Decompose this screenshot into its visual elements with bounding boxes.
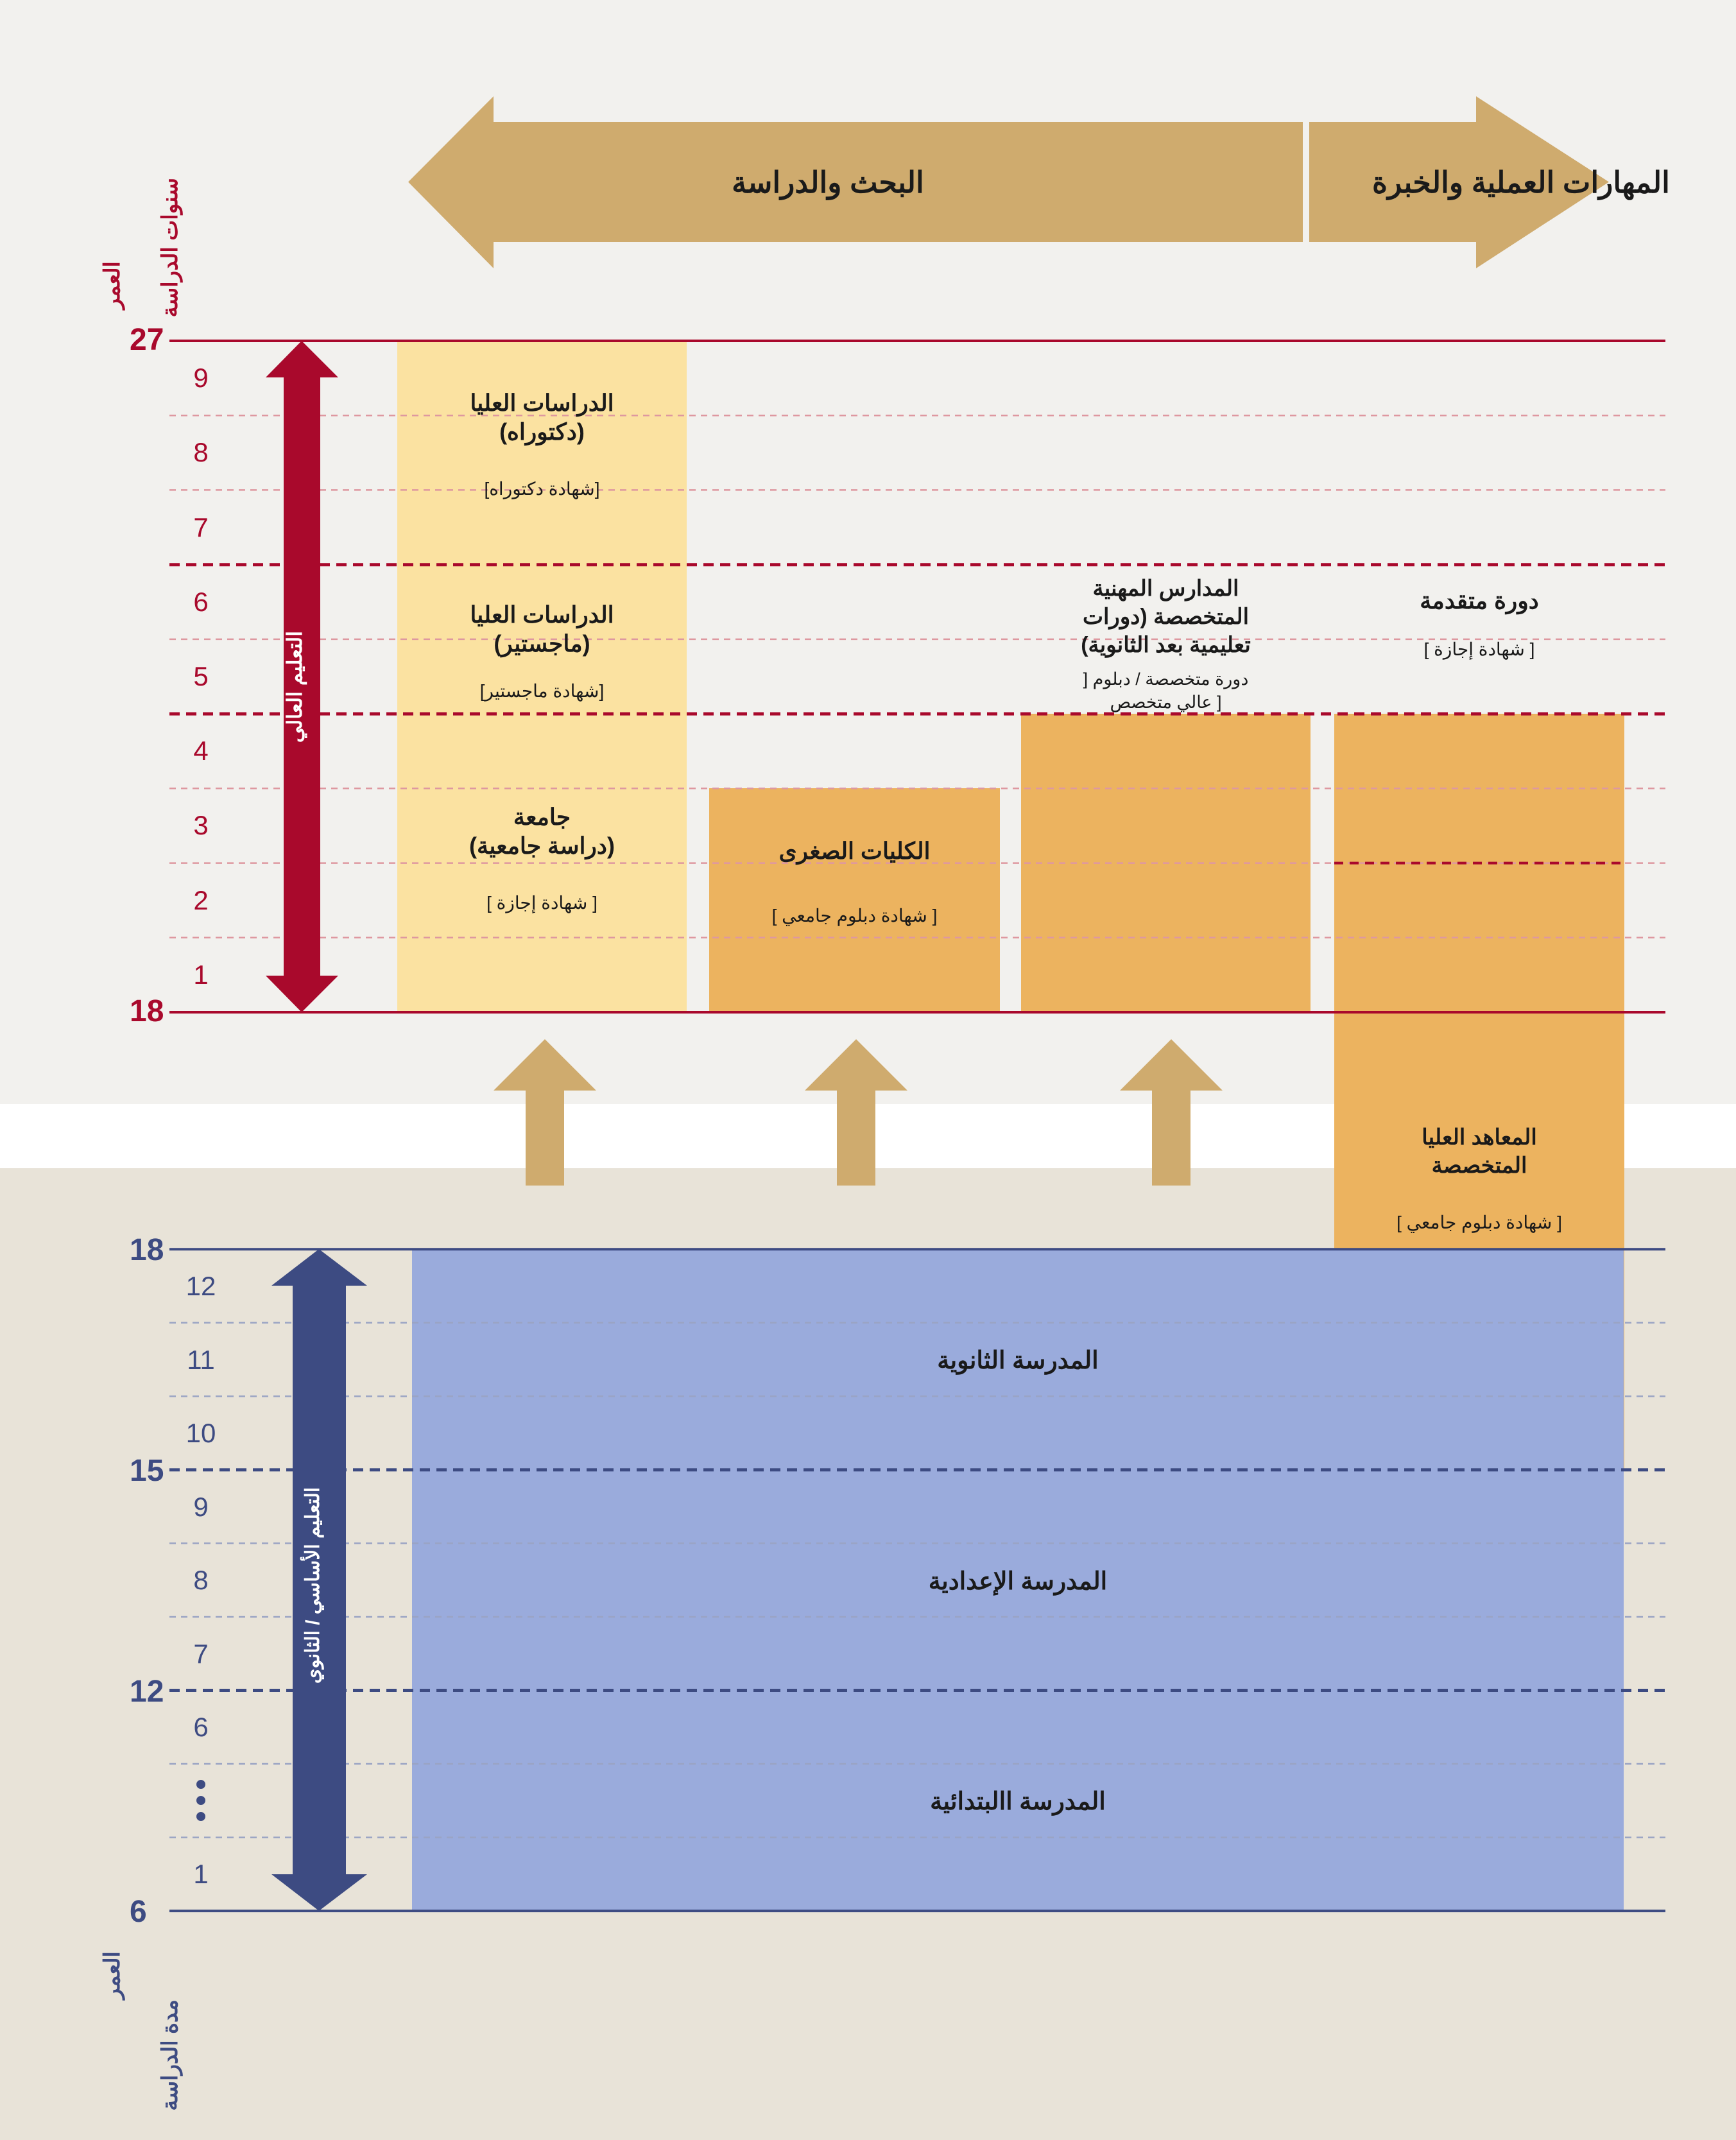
svg-text:1: 1 <box>193 1859 208 1889</box>
svg-text:12: 12 <box>130 1675 164 1709</box>
svg-text:15: 15 <box>130 1454 164 1488</box>
svg-text:7: 7 <box>193 1639 208 1669</box>
svg-text:10: 10 <box>186 1418 216 1448</box>
svg-text:6: 6 <box>130 1895 147 1929</box>
svg-text:8: 8 <box>193 1565 208 1595</box>
svg-text:6: 6 <box>193 1712 208 1742</box>
svg-text:9: 9 <box>193 1492 208 1522</box>
svg-text:18: 18 <box>130 1233 164 1267</box>
svg-text:12: 12 <box>186 1271 216 1301</box>
svg-text:11: 11 <box>187 1345 215 1375</box>
svg-text:التعليم الأساسي / الثانوي: التعليم الأساسي / الثانوي <box>300 1487 324 1684</box>
